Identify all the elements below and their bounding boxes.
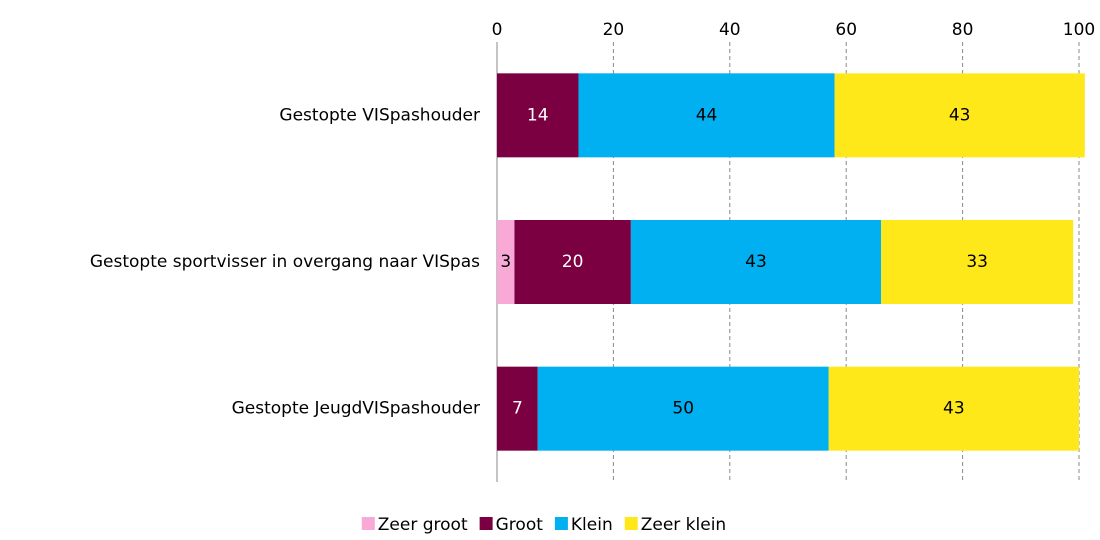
- bar-segment: [881, 220, 1074, 304]
- legend-label: Klein: [571, 515, 613, 535]
- data-label: 43: [745, 252, 767, 272]
- data-label: 7: [512, 399, 523, 419]
- bar-segment: [834, 73, 1085, 158]
- legend-swatch: [479, 517, 493, 530]
- data-label: 43: [943, 399, 965, 419]
- x-tick-label: 0: [492, 20, 503, 40]
- data-label: 14: [527, 105, 549, 125]
- bar-segment: [537, 366, 829, 451]
- x-tick-label: 100: [1063, 20, 1095, 40]
- x-tick-label: 80: [952, 20, 974, 40]
- x-tick-label: 40: [719, 20, 741, 40]
- bar-segment: [630, 220, 882, 304]
- data-label: 50: [672, 399, 694, 419]
- y-tick-label: Gestopte JeugdVISpashouder: [232, 399, 480, 419]
- bar-segment: [578, 73, 835, 158]
- data-label: 3: [500, 252, 511, 272]
- legend-label: Zeer groot: [378, 515, 468, 535]
- data-label: 20: [562, 252, 584, 272]
- bar-segment: [514, 220, 631, 304]
- bar-segment: [497, 73, 579, 158]
- y-tick-label: Gestopte VISpashouder: [279, 105, 480, 125]
- bar-segment: [497, 220, 515, 304]
- bar-segment: [497, 366, 538, 451]
- bar-segment: [828, 366, 1079, 451]
- data-label: 44: [696, 105, 718, 125]
- x-tick-label: 20: [603, 20, 625, 40]
- x-tick-label: 60: [835, 20, 857, 40]
- legend-swatch: [624, 517, 638, 530]
- data-label: 33: [966, 252, 988, 272]
- legend-label: Groot: [496, 515, 544, 535]
- legend-label: Zeer klein: [641, 515, 726, 535]
- data-label: 43: [949, 105, 971, 125]
- legend-swatch: [361, 517, 375, 530]
- legend-swatch: [554, 517, 568, 530]
- y-tick-label: Gestopte sportvisser in overgang naar VI…: [90, 252, 480, 272]
